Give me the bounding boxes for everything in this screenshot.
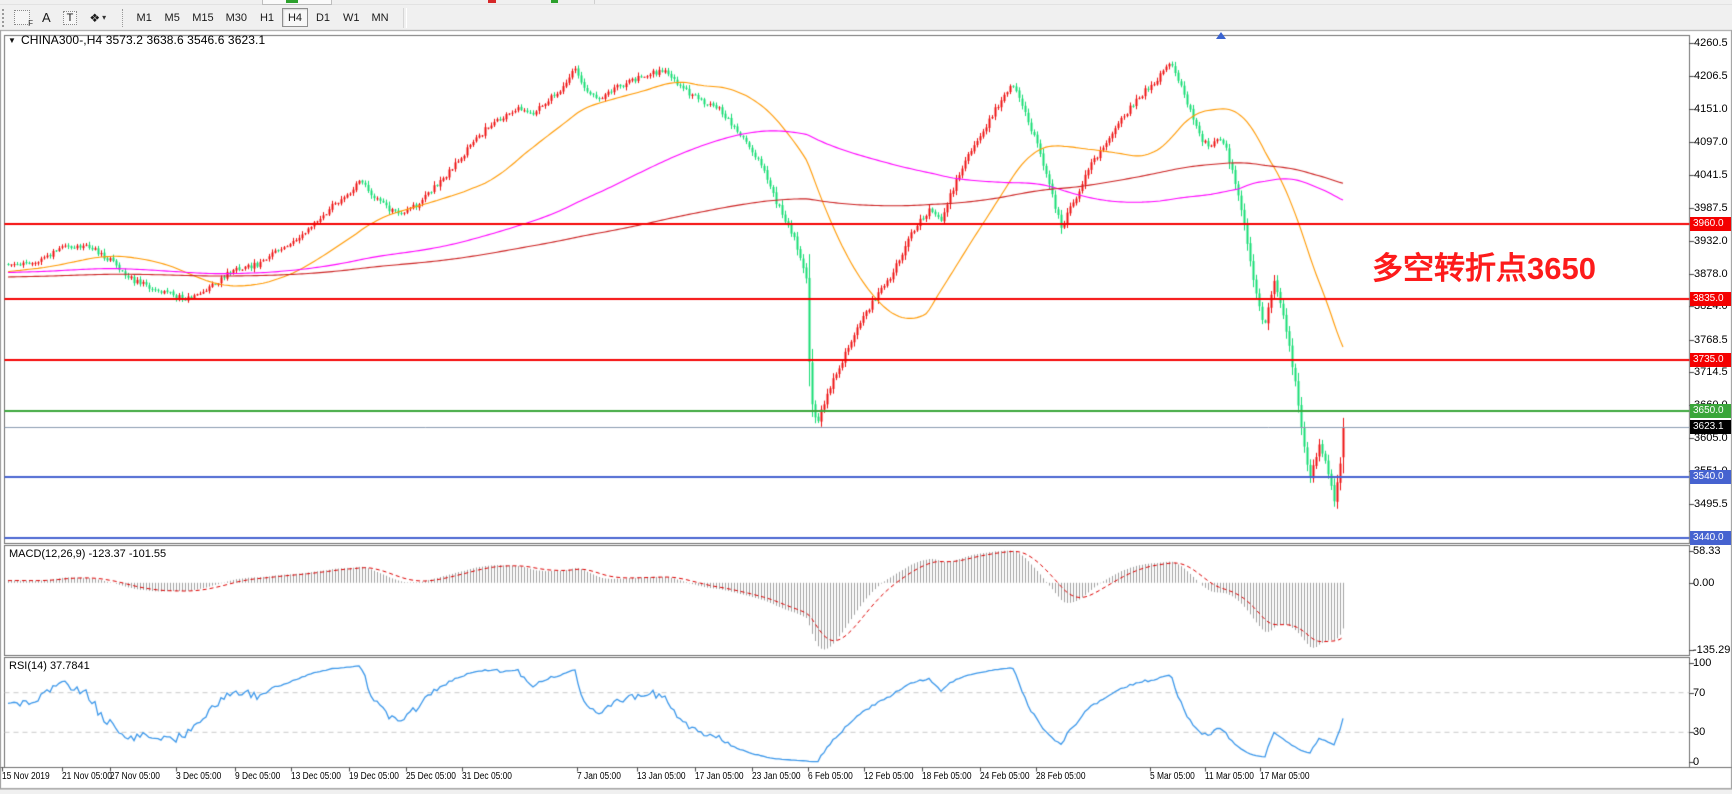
time-axis-label: 15 Nov 2019 [2,771,50,782]
time-axis-label: 12 Feb 05:00 [864,771,914,782]
time-axis-label: 13 Jan 05:00 [637,771,686,782]
time-axis-label: 17 Jan 05:00 [695,771,744,782]
rsi-axis-label: 70 [1693,686,1706,699]
rsi-axis-label: 100 [1693,657,1712,669]
macd-axis-label: -135.29 [1693,643,1731,656]
price-axis-label: 3987.5 [1694,201,1728,214]
time-axis-label: 25 Dec 05:00 [406,771,456,782]
rsi-axis-label: 0 [1693,756,1700,768]
time-axis-label: 13 Dec 05:00 [291,771,341,782]
price-level-badge: 3835.0 [1690,292,1731,307]
price-axis-label: 4097.0 [1694,135,1728,148]
chart-ohlc-values: 3573.2 3638.6 3546.6 3623.1 [105,33,266,47]
time-axis-label: 21 Nov 05:00 [62,771,112,782]
price-level-badge: 3960.0 [1690,217,1731,232]
price-axis-label: 3495.5 [1694,498,1728,511]
time-axis-label: 9 Dec 05:00 [235,771,281,782]
macd-axis-label: 0.00 [1693,576,1715,589]
price-axis-label: 4041.5 [1694,169,1728,181]
price-axis-label: 4151.0 [1694,103,1728,115]
time-axis-label: 11 Mar 05:00 [1205,771,1254,782]
chart-scroll-indicator-icon[interactable] [1216,32,1226,39]
price-axis-label: 3714.5 [1694,366,1728,379]
rsi-axis-label: 30 [1693,726,1706,739]
price-level-badge: 3650.0 [1690,404,1731,418]
time-axis-label: 6 Feb 05:00 [808,771,853,782]
current-price-badge: 3623.1 [1690,420,1731,435]
time-axis-label: 31 Dec 05:00 [462,771,512,782]
rsi-indicator-label: RSI(14) 37.7841 [9,660,90,672]
chart-title: ▼ CHINA300-,H4 3573.2 3638.6 3546.6 3623.… [8,33,265,47]
time-axis-label: 3 Dec 05:00 [176,771,222,782]
price-level-badge: 3735.0 [1690,352,1731,367]
chart-symbol-period: CHINA300-,H4 [21,33,103,47]
price-axis-label: 4206.5 [1694,69,1728,82]
time-axis-label: 24 Feb 05:00 [980,771,1030,782]
price-level-badge: 3440.0 [1690,530,1731,545]
price-axis-label: 3878.0 [1694,267,1728,280]
macd-indicator-label: MACD(12,26,9) -123.37 -101.55 [9,548,167,560]
time-axis-label: 28 Feb 05:00 [1036,771,1086,782]
window-bottom-frame [0,789,1732,794]
time-axis-label: 5 Mar 05:00 [1150,771,1195,782]
chart-text-annotation[interactable]: 多空转折点3650 [1372,251,1596,286]
price-level-badge: 3540.0 [1690,470,1731,485]
time-axis-label: 23 Jan 05:00 [752,771,801,782]
time-axis-label: 27 Nov 05:00 [110,771,160,782]
collapse-indicator-icon[interactable]: ▼ [8,36,17,45]
price-axis-label: 3768.5 [1694,333,1728,346]
macd-axis-label: 58.33 [1693,544,1721,557]
time-axis-label: 17 Mar 05:00 [1260,771,1310,782]
price-axis-label: 3605.0 [1694,432,1728,445]
time-axis-label: 7 Jan 05:00 [577,771,621,782]
time-axis-label: 18 Feb 05:00 [922,771,972,782]
time-axis-label: 19 Dec 05:00 [349,771,399,782]
price-axis-label: 3932.0 [1694,235,1728,248]
price-axis-label: 4260.5 [1694,37,1728,49]
